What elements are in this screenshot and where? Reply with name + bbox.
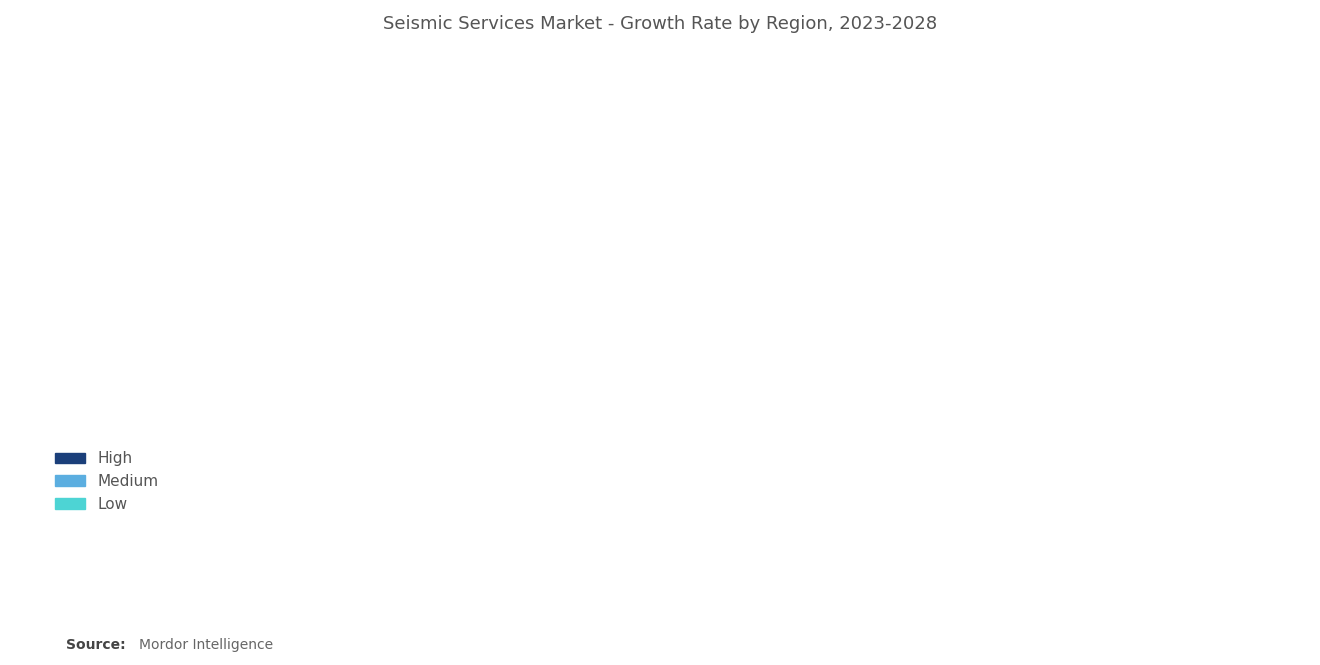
Text: Source:: Source: xyxy=(66,638,125,652)
Title: Seismic Services Market - Growth Rate by Region, 2023-2028: Seismic Services Market - Growth Rate by… xyxy=(383,15,937,33)
Legend: High, Medium, Low: High, Medium, Low xyxy=(49,446,165,518)
Text: Mordor Intelligence: Mordor Intelligence xyxy=(139,638,273,652)
